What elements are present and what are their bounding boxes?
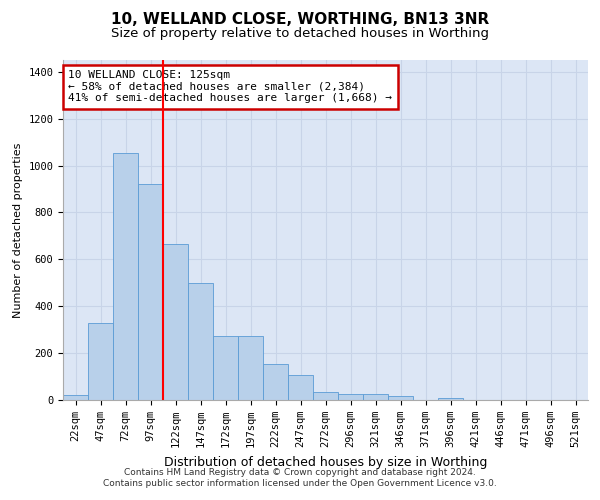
Bar: [88, 322, 113, 400]
Bar: [388, 396, 413, 400]
Bar: [188, 283, 213, 400]
Text: 10 WELLAND CLOSE: 125sqm
← 58% of detached houses are smaller (2,384)
41% of sem: 10 WELLAND CLOSE: 125sqm ← 58% of detach…: [68, 70, 392, 103]
Bar: [238, 336, 263, 400]
X-axis label: Distribution of detached houses by size in Worthing: Distribution of detached houses by size …: [164, 456, 487, 468]
Bar: [113, 152, 138, 400]
Bar: [213, 336, 238, 400]
Text: 10, WELLAND CLOSE, WORTHING, BN13 3NR: 10, WELLAND CLOSE, WORTHING, BN13 3NR: [111, 12, 489, 28]
Bar: [313, 392, 338, 400]
Text: Contains HM Land Registry data © Crown copyright and database right 2024.
Contai: Contains HM Land Registry data © Crown c…: [103, 468, 497, 487]
Bar: [163, 244, 188, 400]
Bar: [438, 398, 463, 400]
Y-axis label: Number of detached properties: Number of detached properties: [13, 142, 23, 318]
Bar: [138, 184, 163, 400]
Bar: [363, 394, 388, 400]
Text: Size of property relative to detached houses in Worthing: Size of property relative to detached ho…: [111, 28, 489, 40]
Bar: [263, 364, 288, 400]
Bar: [288, 376, 313, 400]
Bar: [338, 394, 363, 400]
Bar: [63, 396, 88, 400]
